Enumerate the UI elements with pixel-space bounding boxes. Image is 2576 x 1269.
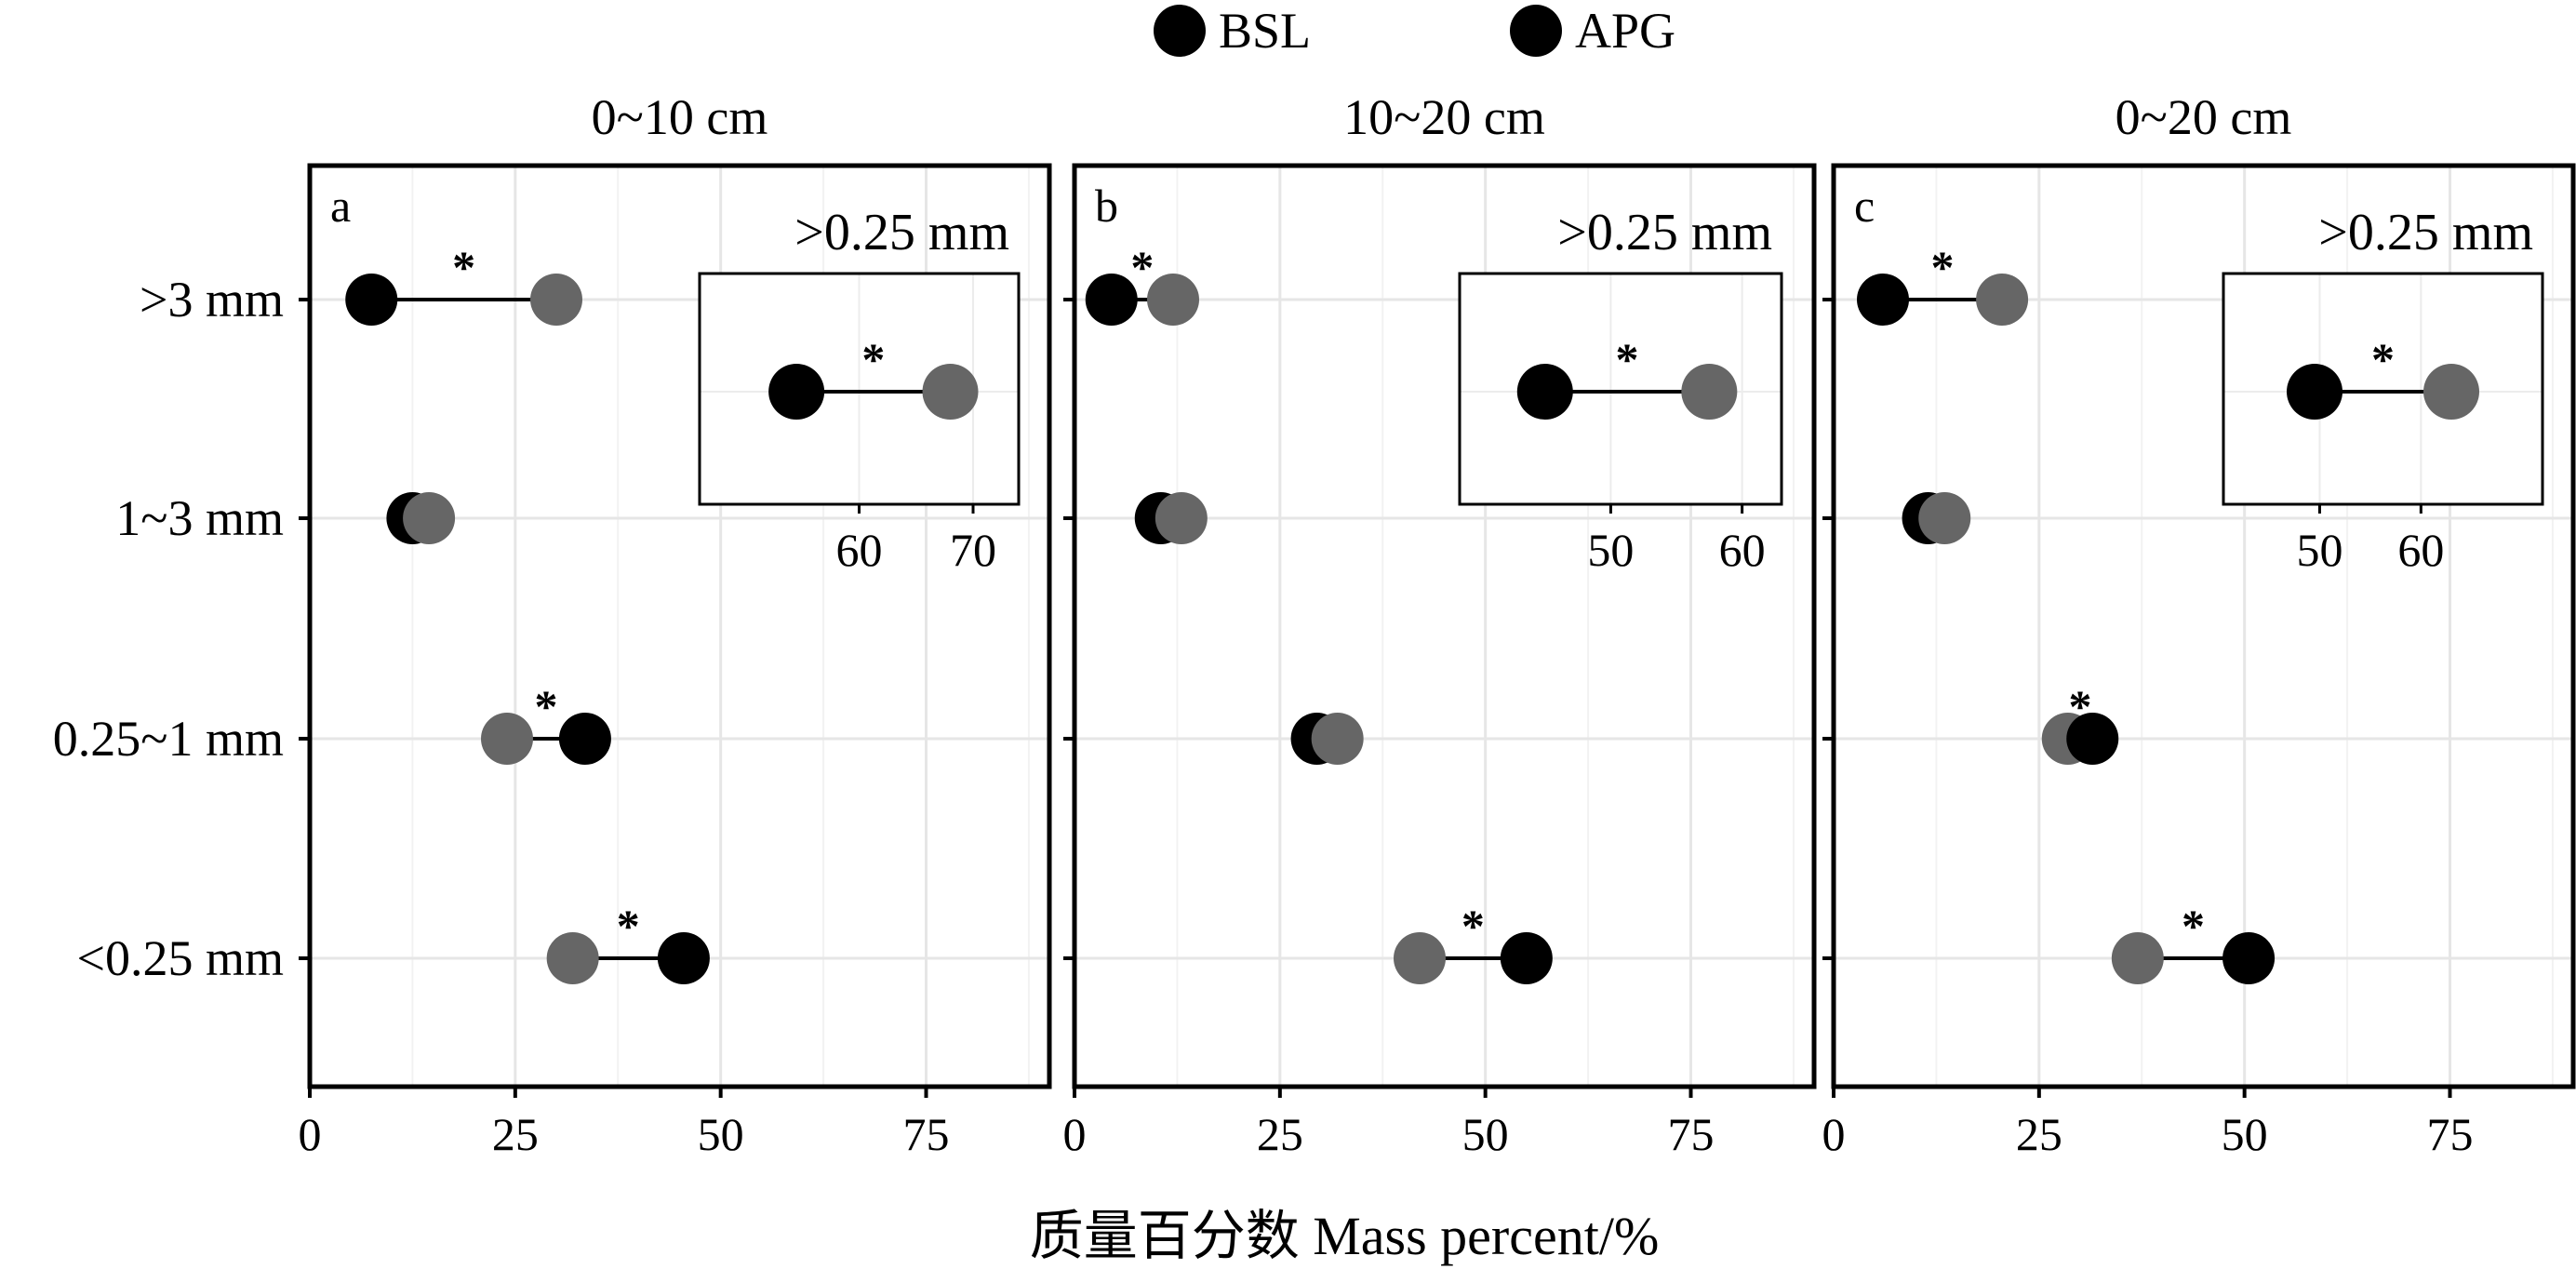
dumbbell-0-25-mm: * xyxy=(1394,900,1553,984)
inset-title: >0.25 mm xyxy=(1557,204,1772,261)
panel-letter: c xyxy=(1854,180,1875,232)
x-tick-label: 50 xyxy=(2222,1108,2268,1160)
dumbbell-3-mm: * xyxy=(1085,241,1199,326)
point-apg xyxy=(481,713,533,765)
significance-star: * xyxy=(452,241,475,293)
inset-point-bsl xyxy=(1516,364,1573,420)
inset-point-bsl xyxy=(2287,364,2342,420)
inset-border xyxy=(1458,272,1783,506)
point-bsl xyxy=(558,713,611,765)
inset-title: >0.25 mm xyxy=(794,204,1009,261)
inset-point-apg xyxy=(1681,364,1738,420)
dumbbell-1-3-mm xyxy=(1902,492,1971,544)
inset-point-bsl xyxy=(768,364,825,420)
panel-c: 0~20 cm c 0 25 50 75 * * * >0.25 mm 50 60 * xyxy=(1822,89,2576,1160)
x-axis-title: 质量百分数 Mass percent/% xyxy=(1030,1206,1660,1266)
x-tick-label: 25 xyxy=(492,1108,539,1160)
inset-significance-star: * xyxy=(861,333,885,385)
legend-label-bsl: BSL xyxy=(1219,3,1311,59)
point-bsl xyxy=(1500,932,1553,984)
point-bsl xyxy=(1085,274,1138,326)
point-apg xyxy=(1976,274,2029,326)
dumbbell-0-25-1-mm: * xyxy=(481,680,611,765)
panel-frame xyxy=(1831,163,2576,1089)
inset-x-tick-label: 70 xyxy=(950,524,996,576)
point-bsl xyxy=(657,932,710,984)
x-tick-label: 75 xyxy=(2427,1108,2474,1160)
significance-star: * xyxy=(2182,900,2205,952)
significance-star: * xyxy=(2069,680,2092,732)
inset-significance-star: * xyxy=(1616,333,1639,385)
x-tick-label: 0 xyxy=(299,1108,322,1160)
x-tick-label: 50 xyxy=(1462,1108,1509,1160)
panel-a: 0~10 cm a 0 25 50 75 >3 mm 1~3 mm 0.25~1 mm <0.25… xyxy=(53,89,1052,1160)
point-apg xyxy=(1155,492,1208,544)
inset-point-apg xyxy=(2423,364,2479,420)
inset-b: >0.25 mm 50 60 * xyxy=(1458,204,1783,576)
significance-star: * xyxy=(1130,241,1154,293)
inset-significance-star: * xyxy=(2371,333,2395,385)
point-apg xyxy=(1918,492,1971,544)
dumbbell-0-25-1-mm xyxy=(1290,713,1364,765)
panel-frame xyxy=(1072,163,1817,1089)
legend-marker-bsl xyxy=(1154,5,1206,57)
significance-star: * xyxy=(617,900,640,952)
facet-title: 10~20 cm xyxy=(1343,89,1545,145)
dumbbell-0-25-mm: * xyxy=(546,900,710,984)
point-apg xyxy=(1394,932,1446,984)
point-apg xyxy=(1147,274,1199,326)
point-apg xyxy=(403,492,456,544)
legend-marker-apg xyxy=(1510,5,1562,57)
inset-border xyxy=(2222,272,2544,506)
dumbbell-0-25-mm: * xyxy=(2111,900,2276,984)
facet-title: 0~10 cm xyxy=(592,89,768,145)
point-apg xyxy=(1311,713,1364,765)
dumbbell-3-mm: * xyxy=(1857,241,2029,326)
x-tick-label: 25 xyxy=(1257,1108,1303,1160)
inset-x-tick-label: 60 xyxy=(1719,524,1766,576)
dumbbell-3-mm: * xyxy=(345,241,582,326)
dumbbell-1-3-mm xyxy=(1134,492,1208,544)
inset-x-tick-label: 50 xyxy=(1587,524,1634,576)
x-tick-label: 50 xyxy=(698,1108,744,1160)
inset-c: >0.25 mm 50 60 * xyxy=(2222,204,2544,576)
x-tick-label: 0 xyxy=(1063,1108,1087,1160)
dumbbell-0-25-1-mm: * xyxy=(2041,680,2119,765)
point-bsl xyxy=(2222,932,2276,984)
significance-star: * xyxy=(1462,900,1485,952)
x-tick-label: 0 xyxy=(1822,1108,1846,1160)
inset-x-tick-label: 50 xyxy=(2296,524,2342,576)
legend: BSL APG xyxy=(1154,3,1675,59)
point-apg xyxy=(546,932,599,984)
point-bsl xyxy=(2066,713,2119,765)
panel-letter: b xyxy=(1095,180,1118,232)
point-apg xyxy=(530,274,582,326)
legend-label-apg: APG xyxy=(1575,3,1675,59)
y-label-0-25-1-mm: 0.25~1 mm xyxy=(53,711,284,767)
x-tick-label: 25 xyxy=(2016,1108,2062,1160)
panel-frame xyxy=(307,163,1052,1089)
y-label-3-mm: >3 mm xyxy=(140,272,284,327)
dumbbell-1-3-mm xyxy=(386,492,456,544)
x-tick-label: 75 xyxy=(903,1108,950,1160)
point-bsl xyxy=(345,274,398,326)
inset-x-tick-label: 60 xyxy=(836,524,883,576)
panel-letter: a xyxy=(330,180,351,232)
point-bsl xyxy=(1857,274,1909,326)
panels: 0~10 cm a 0 25 50 75 >3 mm 1~3 mm 0.25~1 mm <0.25… xyxy=(53,89,2576,1160)
facet-title: 0~20 cm xyxy=(2116,89,2292,145)
panel-b: 10~20 cm b 0 25 50 75 * * >0.25 mm 50 60 * xyxy=(1063,89,1817,1160)
significance-star: * xyxy=(534,680,557,732)
inset-point-apg xyxy=(922,364,979,420)
inset-title: >0.25 mm xyxy=(2318,204,2533,261)
x-tick-label: 75 xyxy=(1668,1108,1715,1160)
inset-frame xyxy=(2222,272,2544,506)
y-label-1-3-mm: 1~3 mm xyxy=(115,490,284,546)
y-label-0-25-mm: <0.25 mm xyxy=(77,930,284,986)
significance-star: * xyxy=(1931,241,1955,293)
inset-a: >0.25 mm 60 70 * xyxy=(698,204,1021,576)
point-apg xyxy=(2111,932,2164,984)
inset-x-tick-label: 60 xyxy=(2397,524,2444,576)
